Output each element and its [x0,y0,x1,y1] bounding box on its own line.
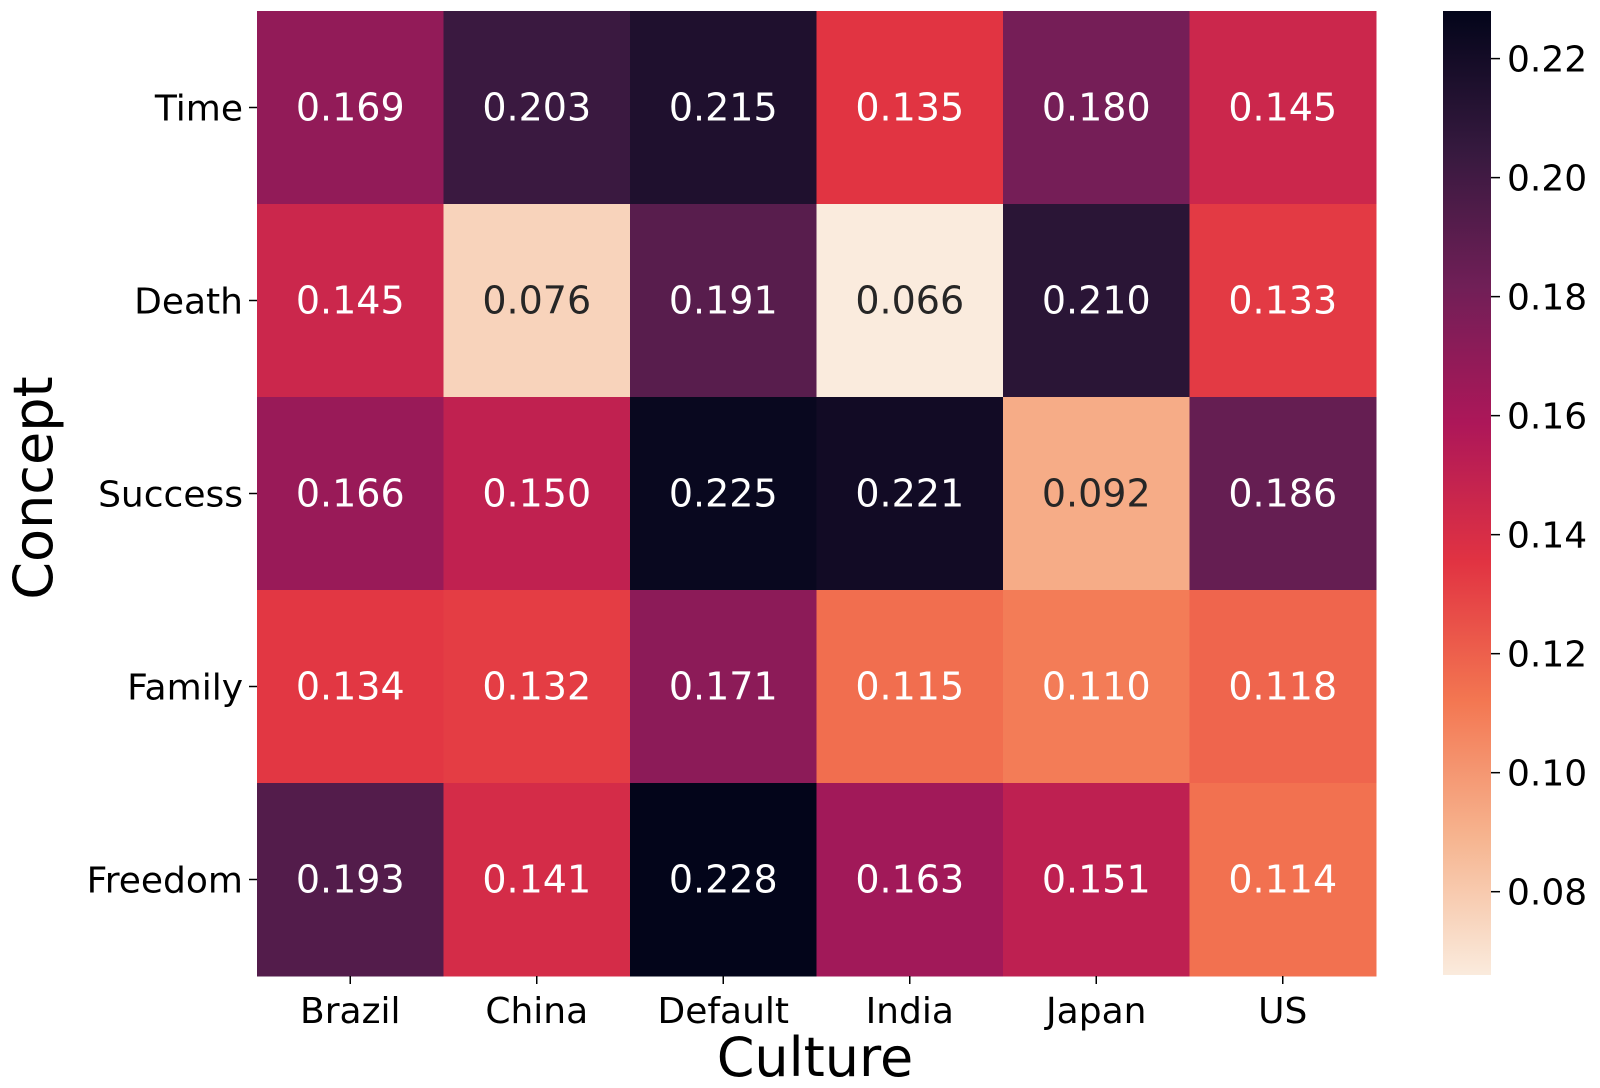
heatmap-cell [630,397,817,591]
cell-value-label: 0.171 [669,665,778,709]
cell-value-label: 0.210 [1042,279,1151,323]
cell-value-label: 0.135 [855,86,964,130]
colorbar-gradient [1443,11,1491,975]
heatmap-cell [816,11,1004,205]
y-tick-label: Success [98,475,243,516]
y-tick-labels: Time Death Success Family Freedom [87,89,257,902]
heatmap-cell [257,11,444,205]
heatmap-cell [1003,397,1190,591]
x-tick-label: Brazil [300,991,400,1032]
heatmap-cells: 0.169 0.203 0.215 0.135 0.180 0.145 0.145 0.076… [257,11,1377,977]
cell-value-label: 0.145 [1228,86,1337,130]
heatmap-cell [257,783,444,977]
heatmap-cell [443,783,631,977]
cell-value-label: 0.092 [1042,472,1151,516]
heatmap-cell [816,397,1004,591]
x-tick-label: Japan [1044,991,1146,1032]
cell-value-label: 0.145 [296,279,405,323]
heatmap-cell [443,204,631,398]
x-axis-title: Culture [717,1026,914,1088]
x-tick-label: China [485,991,588,1032]
cell-value-label: 0.228 [669,858,778,902]
cell-value-label: 0.151 [1042,858,1151,902]
colorbar-tick-label: 0.18 [1507,278,1587,319]
cell-value-label: 0.191 [669,279,778,323]
cell-value-label: 0.186 [1228,472,1337,516]
y-tick-label: Death [134,282,243,323]
colorbar-tick-label: 0.12 [1507,635,1587,676]
colorbar-tick-label: 0.10 [1507,754,1587,795]
x-tick-label: India [866,991,954,1032]
x-tick-labels: Brazil China Default India Japan US [300,976,1307,1032]
cell-value-label: 0.133 [1228,279,1337,323]
x-tick-label: Default [657,991,789,1032]
cell-value-label: 0.166 [296,472,405,516]
cell-value-label: 0.115 [855,665,964,709]
cell-value-label: 0.193 [296,858,405,902]
colorbar-tick-label: 0.22 [1507,40,1587,81]
cell-value-label: 0.215 [669,86,778,130]
cell-value-label: 0.150 [482,472,591,516]
colorbar-tick-label: 0.08 [1507,873,1587,914]
colorbar-ticks: 0.08 0.10 0.12 0.14 0.16 0.18 0.20 0.22 [1491,40,1587,914]
cell-value-label: 0.134 [296,665,405,709]
colorbar-tick-label: 0.14 [1507,516,1587,557]
colorbar-tick-label: 0.20 [1507,159,1587,200]
cell-value-label: 0.169 [296,86,405,130]
heatmap-cell [443,590,631,784]
heatmap-cell [630,11,817,205]
cell-value-label: 0.203 [482,86,591,130]
heatmap-cell [1189,11,1377,205]
heatmap-cell [1189,204,1377,398]
heatmap-cell [1003,204,1190,398]
cell-value-label: 0.225 [669,472,778,516]
heatmap-cell [1189,590,1377,784]
heatmap-cell [816,204,1004,398]
colorbar-tick-label: 0.16 [1507,397,1587,438]
heatmap-cell [1003,11,1190,205]
cell-value-label: 0.114 [1228,858,1337,902]
y-axis-title: Concept [2,376,65,599]
heatmap-cell [1189,783,1377,977]
heatmap-cell [816,783,1004,977]
heatmap-cell [257,397,444,591]
heatmap-cell [1189,397,1377,591]
cell-value-label: 0.132 [482,665,591,709]
cell-value-label: 0.110 [1042,665,1151,709]
cell-value-label: 0.076 [482,279,591,323]
cell-value-label: 0.180 [1042,86,1151,130]
heatmap-cell [257,204,444,398]
heatmap-cell [443,11,631,205]
y-tick-label: Freedom [87,861,243,902]
heatmap-cell [257,590,444,784]
heatmap-cell [630,783,817,977]
cell-value-label: 0.118 [1228,665,1337,709]
cell-value-label: 0.163 [855,858,964,902]
cell-value-label: 0.066 [855,279,964,323]
colorbar: 0.08 0.10 0.12 0.14 0.16 0.18 0.20 0.22 [1443,11,1587,975]
cell-value-label: 0.141 [482,858,591,902]
cell-value-label: 0.221 [855,472,964,516]
y-tick-label: Time [154,89,243,130]
heatmap-cell [630,590,817,784]
y-tick-label: Family [127,668,243,709]
heatmap-cell [816,590,1004,784]
x-tick-label: US [1258,991,1307,1032]
heatmap-cell [1003,783,1190,977]
heatmap-cell [1003,590,1190,784]
heatmap-cell [630,204,817,398]
heatmap-cell [443,397,631,591]
